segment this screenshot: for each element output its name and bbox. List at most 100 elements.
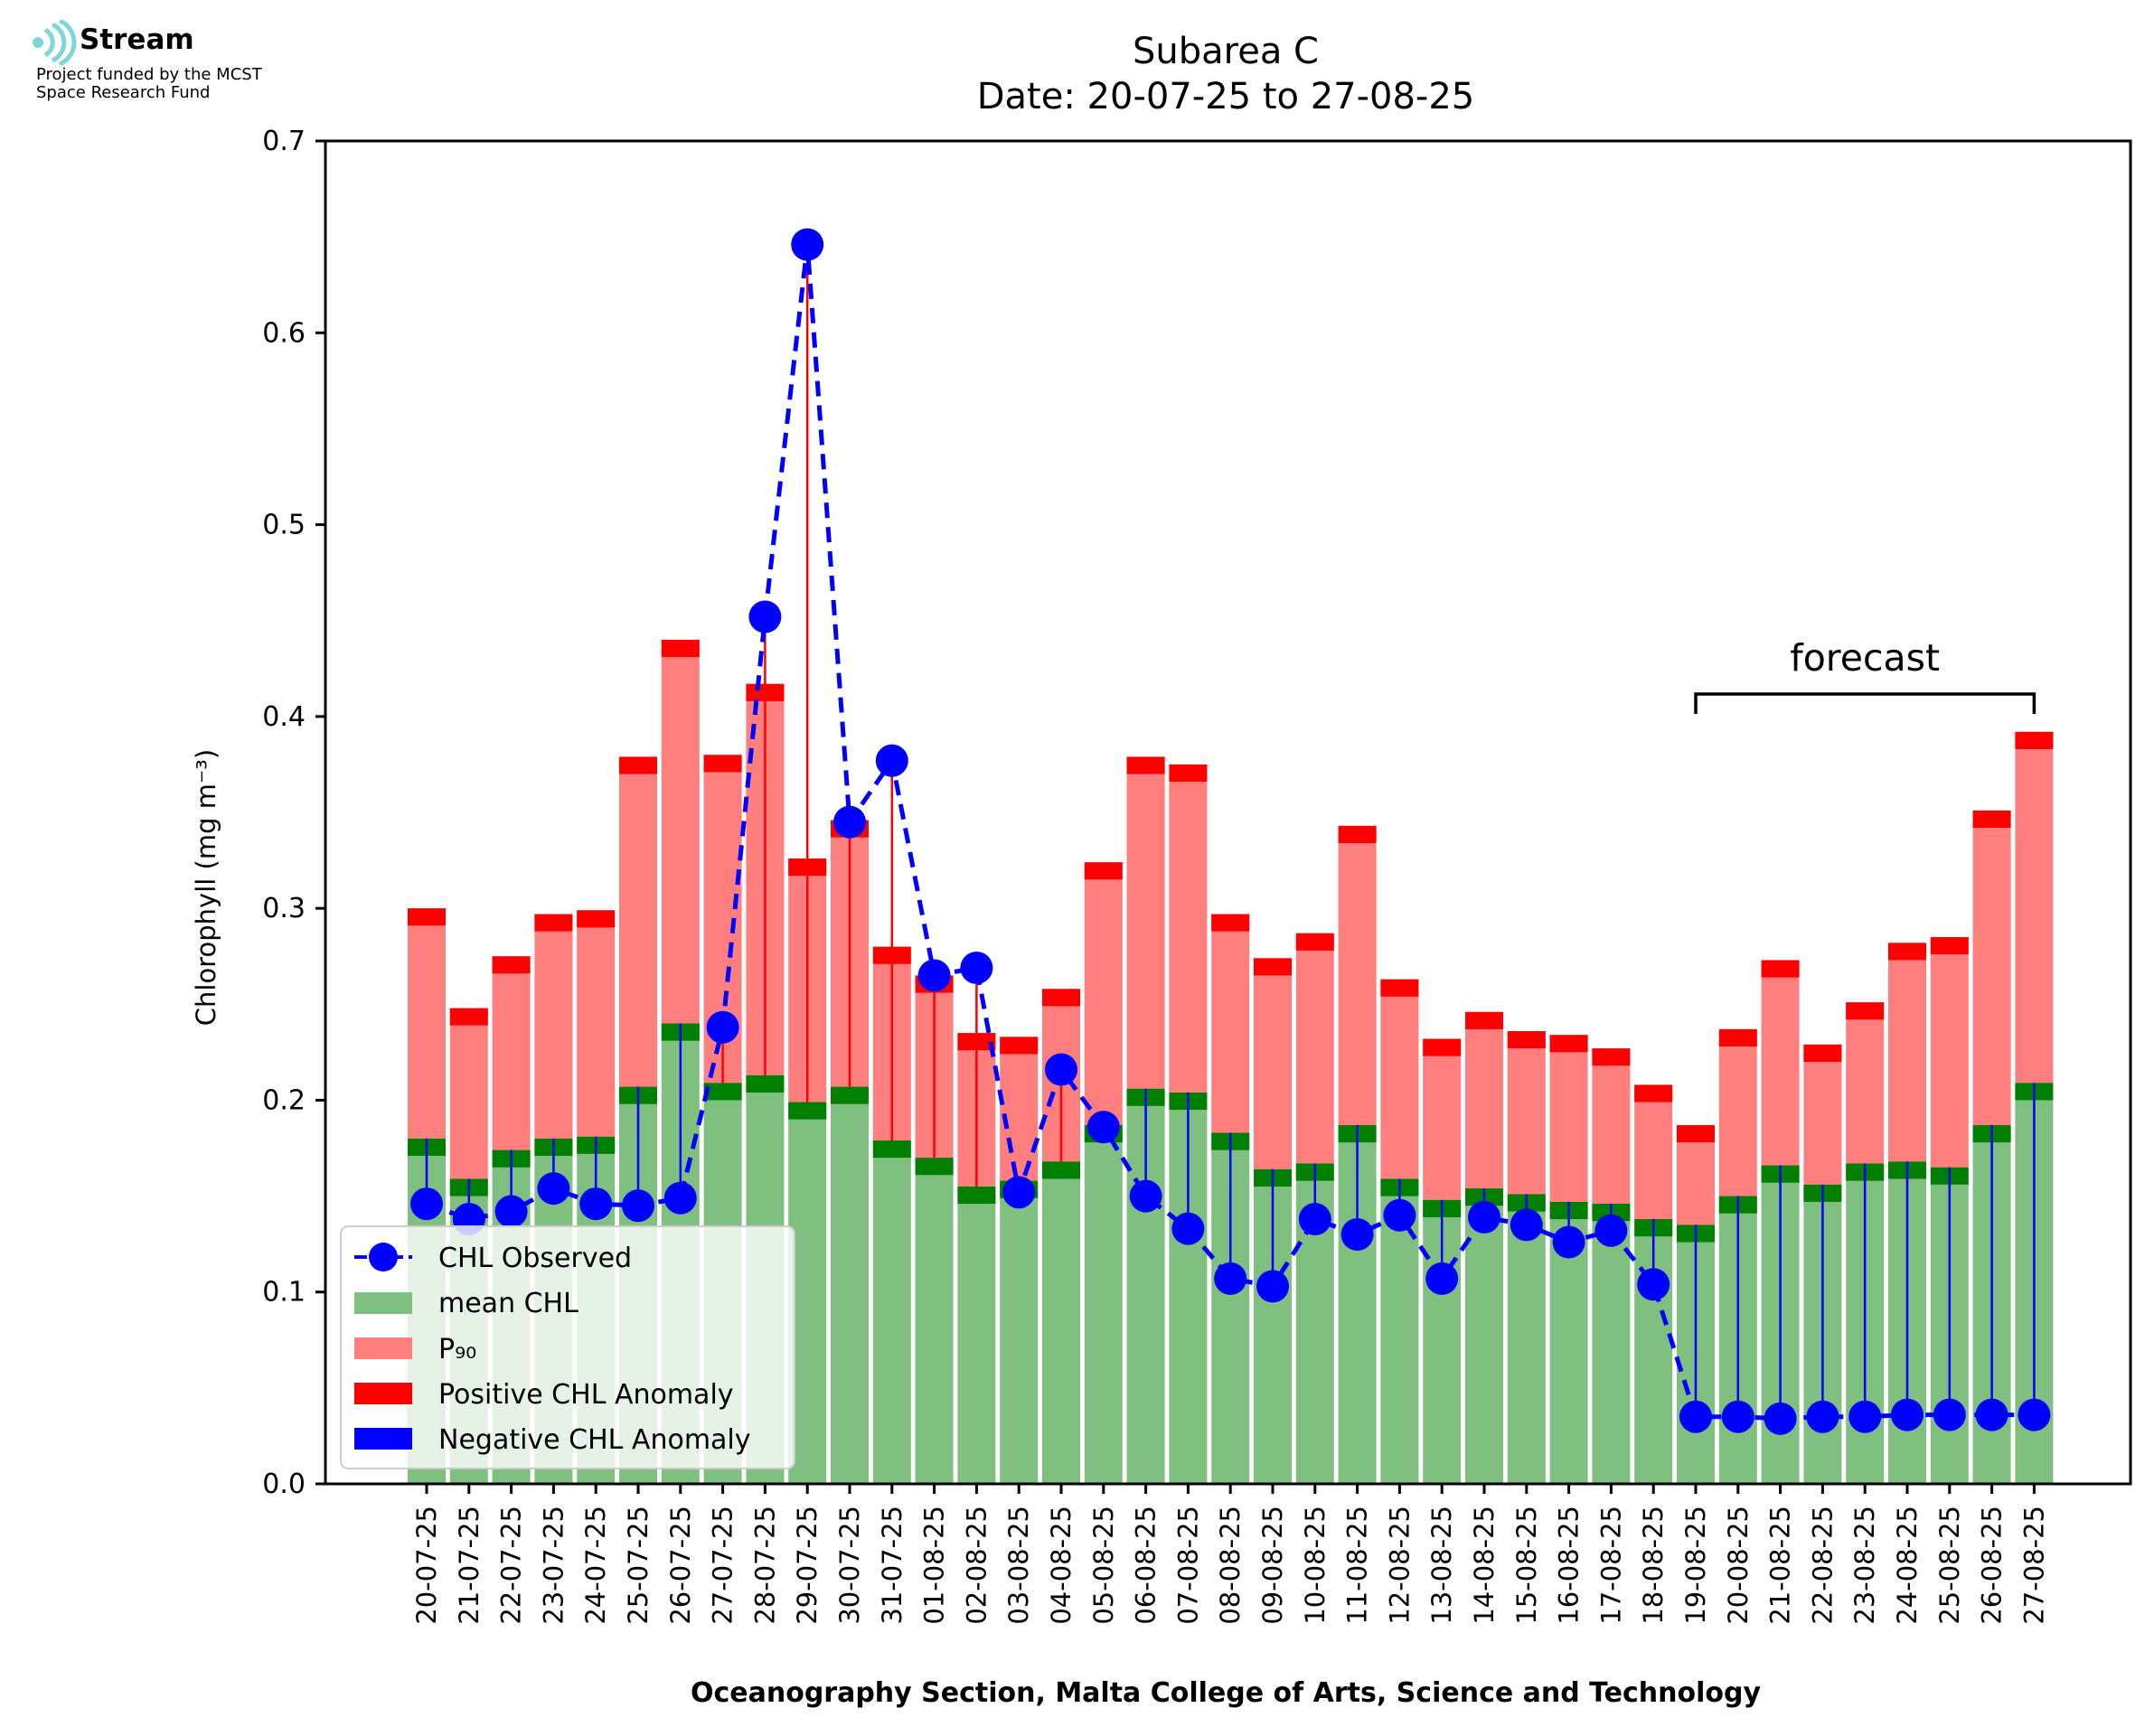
p90-bar (1295, 933, 1334, 1164)
p90-cap (1677, 1125, 1715, 1143)
brand-line-1: Project funded by the MCST (36, 65, 262, 84)
p90-cap (661, 639, 700, 658)
x-tick-label: 22-07-25 (496, 1506, 527, 1625)
x-tick-label: 20-07-25 (411, 1506, 442, 1625)
p90-cap (1465, 1011, 1503, 1029)
x-tick-label: 13-08-25 (1426, 1506, 1457, 1625)
mean-bar (1592, 1204, 1631, 1484)
x-tick-label: 21-08-25 (1765, 1506, 1796, 1625)
p90-bar (1846, 1002, 1885, 1164)
mean-bar (915, 1158, 954, 1484)
forecast-label: forecast (1790, 636, 1940, 680)
y-tick-label: 0.1 (262, 1277, 306, 1309)
x-axis-label: Oceanography Section, Malta College of A… (691, 1677, 1762, 1709)
observed-point (1552, 1225, 1585, 1259)
x-tick-label: 31-07-25 (877, 1506, 908, 1625)
p90-cap (492, 956, 531, 974)
mean-bar (957, 1186, 996, 1484)
p90-cap (1423, 1038, 1462, 1056)
observed-point (833, 805, 866, 839)
p90-cap (1549, 1035, 1588, 1053)
x-tick-label: 19-08-25 (1680, 1506, 1711, 1625)
observed-point (622, 1189, 654, 1223)
observed-point (2018, 1398, 2051, 1431)
p90-bar (1718, 1028, 1757, 1196)
mean-bar (1507, 1194, 1546, 1484)
mean-cap (703, 1083, 742, 1101)
observed-point (1171, 1212, 1205, 1245)
observed-point (1594, 1214, 1628, 1247)
y-tick-label: 0.0 (262, 1469, 306, 1500)
y-tick-label: 0.5 (262, 510, 306, 541)
mean-bar (872, 1140, 911, 1484)
x-tick-label: 07-08-25 (1172, 1506, 1203, 1625)
observed-point (1891, 1398, 1924, 1431)
legend-item-p90: P₉₀ (354, 1334, 476, 1365)
mean-bar (1000, 1180, 1039, 1484)
x-tick-label: 05-08-25 (1088, 1506, 1119, 1625)
observed-point (494, 1195, 528, 1228)
p90-bar (1423, 1038, 1462, 1200)
observed-point (1679, 1400, 1712, 1433)
y-tick-label: 0.4 (262, 701, 306, 733)
p90-cap (534, 914, 573, 932)
p90-bar (577, 910, 616, 1137)
p90-cap (2015, 731, 2054, 749)
observed-line-layer (410, 228, 2051, 1435)
observed-point (1340, 1218, 1374, 1252)
observed-point (1806, 1400, 1839, 1433)
legend-label-negative: Negative CHL Anomaly (438, 1424, 751, 1456)
p90-bar (1465, 1011, 1503, 1189)
p90-bar (408, 908, 446, 1139)
p90-cap (1295, 933, 1334, 951)
x-tick-label: 08-08-25 (1215, 1506, 1246, 1625)
p90-cap (408, 908, 446, 926)
mean-bar (1084, 1125, 1123, 1484)
mean-bar (1042, 1161, 1080, 1484)
legend: CHL Observed mean CHL P₉₀ Positive CHL A… (340, 1225, 795, 1469)
x-tick-label: 27-08-25 (2018, 1506, 2049, 1625)
p90-cap (1634, 1084, 1673, 1103)
legend-label-mean: mean CHL (438, 1288, 578, 1319)
p90-bar (1972, 810, 2011, 1126)
y-axis-label: Chlorophyll (mg m⁻³) (191, 749, 221, 1026)
p90-bar (619, 756, 657, 1087)
p90-bar (534, 914, 573, 1139)
x-tick-label: 02-08-25 (961, 1506, 992, 1625)
p90-bar (1000, 1037, 1039, 1181)
legend-item-positive: Positive CHL Anomaly (354, 1379, 734, 1411)
p90-cap (1338, 825, 1377, 843)
legend-item-mean: mean CHL (354, 1288, 578, 1319)
p90-bar (1338, 825, 1377, 1126)
observed-point (1848, 1400, 1882, 1433)
observed-point (663, 1181, 697, 1215)
observed-point (917, 959, 951, 992)
p90-bar (1803, 1044, 1842, 1185)
observed-point (1975, 1398, 2008, 1431)
p90-cap (1000, 1037, 1039, 1055)
p90-bar (1930, 936, 1969, 1168)
x-tick-label: 27-07-25 (708, 1506, 738, 1625)
plot-frame (324, 139, 2132, 1486)
x-tick-label: 30-07-25 (834, 1506, 865, 1625)
p90-cap (619, 756, 657, 774)
observed-point (1425, 1262, 1459, 1295)
observed-point (791, 228, 824, 261)
p90-bar (1592, 1048, 1631, 1205)
observed-point (706, 1010, 739, 1044)
legend-label-p90: P₉₀ (438, 1334, 476, 1365)
p90-bar (1084, 862, 1123, 1126)
stream-logo: Stream Project funded by the MCST Space … (31, 18, 262, 102)
mean-cap (746, 1074, 785, 1093)
mean-cap (872, 1140, 911, 1159)
mean-cap (1042, 1161, 1080, 1179)
observed-point (537, 1172, 570, 1206)
p90-cap (1972, 810, 2011, 828)
x-tick-label: 12-08-25 (1384, 1506, 1415, 1625)
stream-logo-icon (33, 18, 77, 67)
p90-bar (1169, 764, 1208, 1093)
mean-cap (788, 1102, 827, 1120)
observed-point (1383, 1198, 1416, 1232)
observed-point (1637, 1268, 1670, 1301)
p90-bar (492, 956, 531, 1150)
